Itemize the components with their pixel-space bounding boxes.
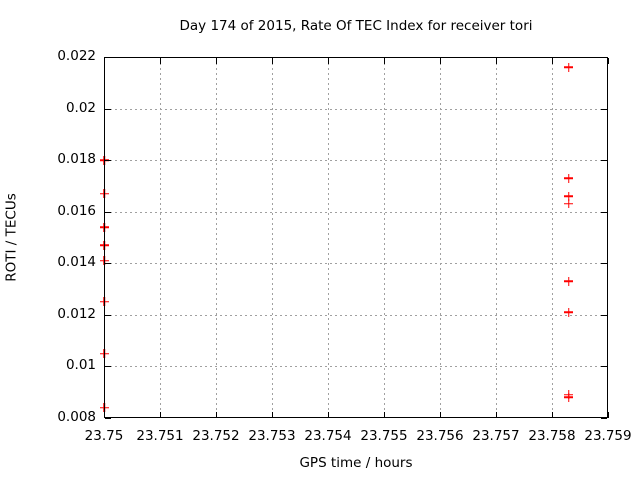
data-point-marker <box>100 189 109 198</box>
gridline-horizontal <box>105 314 607 316</box>
tick-mark <box>328 412 329 418</box>
plot-area <box>104 57 608 418</box>
data-point-marker <box>100 241 109 250</box>
data-point-marker <box>564 393 573 402</box>
gridline-vertical <box>328 58 329 417</box>
tick-mark <box>601 57 607 58</box>
data-point-marker <box>100 223 109 232</box>
y-tick-label: 0.016 <box>57 202 96 219</box>
y-tick-label: 0.008 <box>57 409 96 425</box>
data-point-marker <box>564 277 573 286</box>
y-tick-label: 0.022 <box>57 48 96 64</box>
tick-mark <box>105 315 111 316</box>
tick-mark <box>384 412 385 418</box>
tick-mark <box>440 412 441 418</box>
tick-mark <box>105 418 111 419</box>
tick-mark <box>601 418 607 419</box>
tick-mark <box>384 58 385 64</box>
gridline-vertical <box>216 58 217 417</box>
tick-mark <box>216 412 217 418</box>
gridline-vertical <box>160 58 161 417</box>
x-tick-label: 23.758 <box>528 428 576 444</box>
x-axis-label: GPS time / hours <box>299 455 413 471</box>
tick-mark <box>601 109 607 110</box>
tick-mark <box>328 58 329 64</box>
tick-mark <box>160 412 161 418</box>
chart-title: Day 174 of 2015, Rate Of TEC Index for r… <box>179 18 533 34</box>
y-tick-label: 0.012 <box>57 305 96 322</box>
tick-mark <box>552 58 553 64</box>
gridline-vertical <box>272 58 273 417</box>
x-tick-label: 23.754 <box>304 428 352 444</box>
tick-mark <box>601 212 607 213</box>
tick-mark <box>608 58 609 64</box>
y-tick-label: 0.01 <box>65 357 96 374</box>
x-tick-label: 23.75 <box>84 428 124 444</box>
tick-mark <box>601 366 607 367</box>
tick-mark <box>601 315 607 316</box>
gridline-vertical <box>440 58 441 417</box>
tick-mark <box>104 58 105 64</box>
x-tick-label: 23.756 <box>416 428 464 444</box>
tick-mark <box>496 412 497 418</box>
tick-mark <box>105 366 111 367</box>
tick-mark <box>440 58 441 64</box>
data-point-marker <box>564 199 573 208</box>
y-tick-label: 0.02 <box>65 99 96 116</box>
tick-mark <box>105 109 111 110</box>
gridline-horizontal <box>105 160 607 162</box>
data-point-marker <box>100 349 109 358</box>
tick-mark <box>608 412 609 418</box>
gridline-horizontal <box>105 263 607 265</box>
y-tick-label: 0.018 <box>57 151 96 168</box>
tick-mark <box>496 58 497 64</box>
data-point-marker <box>564 174 573 183</box>
x-tick-label: 23.753 <box>248 428 296 444</box>
tick-mark <box>105 212 111 213</box>
data-point-marker <box>564 63 573 72</box>
gridline-horizontal <box>105 108 607 110</box>
tick-mark <box>105 57 111 58</box>
tick-mark <box>552 412 553 418</box>
tick-mark <box>216 58 217 64</box>
tick-mark <box>272 58 273 64</box>
tick-mark <box>160 58 161 64</box>
gridline-vertical <box>496 58 497 417</box>
x-tick-label: 23.755 <box>360 428 408 444</box>
x-tick-label: 23.759 <box>584 428 632 444</box>
tick-mark <box>272 412 273 418</box>
data-point-marker <box>100 403 109 412</box>
tick-mark <box>105 160 111 161</box>
x-tick-label: 23.751 <box>136 428 184 444</box>
gridline-vertical <box>384 58 385 417</box>
gridline-horizontal <box>105 211 607 213</box>
tick-mark <box>105 263 111 264</box>
x-tick-label: 23.752 <box>192 428 240 444</box>
x-tick-label: 23.757 <box>472 428 520 444</box>
y-axis-label: ROTI / TECUs <box>3 193 20 282</box>
y-tick-label: 0.014 <box>57 254 96 271</box>
tick-mark <box>601 263 607 264</box>
gridline-horizontal <box>105 366 607 368</box>
data-point-marker <box>564 308 573 317</box>
gridline-vertical <box>552 58 553 417</box>
data-point-marker <box>100 297 109 306</box>
tick-mark <box>601 160 607 161</box>
